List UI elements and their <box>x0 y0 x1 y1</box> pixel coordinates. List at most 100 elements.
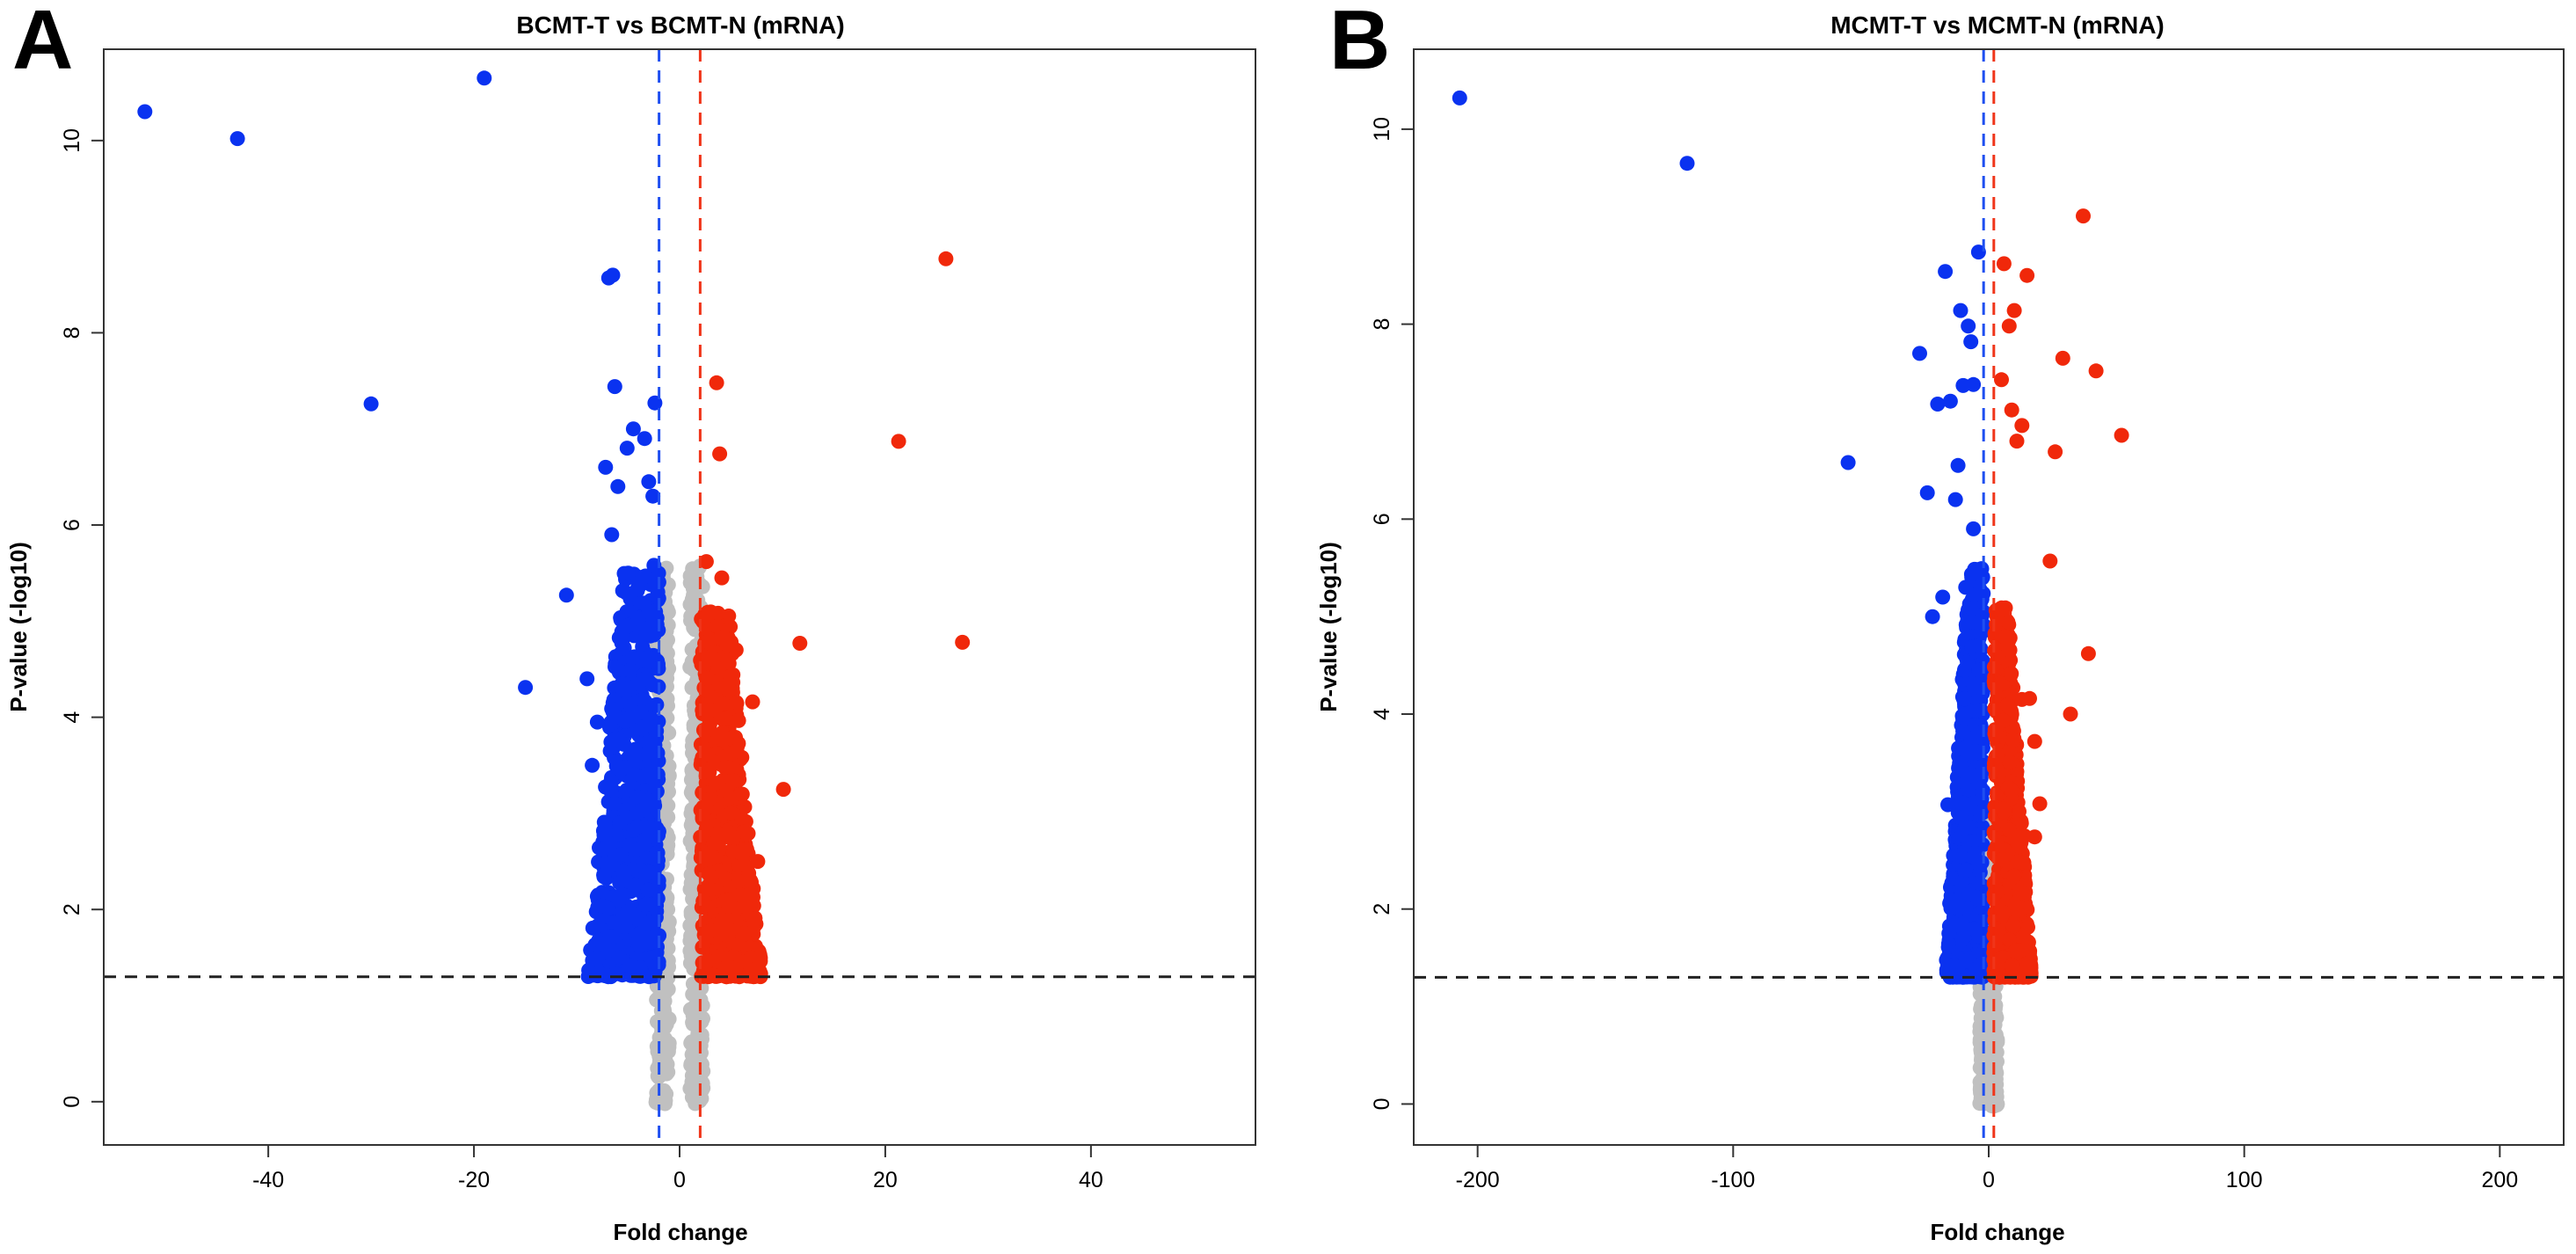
down-point <box>1680 156 1695 171</box>
down-point <box>559 587 574 602</box>
up-point <box>2027 734 2042 749</box>
up-point <box>2003 755 2018 769</box>
ns-point <box>651 1044 666 1059</box>
down-point <box>1951 458 1966 473</box>
up-point <box>2000 697 2015 712</box>
panel-b-plot-area: -200 -100 0 100 200 0 2 4 6 8 10 <box>1370 49 2564 1192</box>
down-point <box>621 565 636 580</box>
down-point <box>477 70 491 85</box>
panel-b: B MCMT-T vs MCMT-N (mRNA) Fold change P-… <box>1315 0 2564 1245</box>
ns-point <box>685 592 700 607</box>
down-point <box>1954 303 1968 318</box>
down-point <box>622 838 637 853</box>
up-point <box>724 806 739 820</box>
up-point <box>1996 713 2011 728</box>
down-point <box>604 528 619 543</box>
y-tick-label: 4 <box>1370 708 1394 720</box>
panel-b-y-axis-label: P-value (-log10) <box>1315 542 1342 712</box>
y-tick-label: 2 <box>1370 903 1394 915</box>
down-point <box>620 441 635 456</box>
panel-b-title: MCMT-T vs MCMT-N (mRNA) <box>1830 11 2165 39</box>
down-point <box>1960 782 1975 797</box>
up-point <box>702 791 717 806</box>
down-point <box>1968 846 1983 861</box>
down-point <box>612 950 627 965</box>
up-point <box>1995 852 2010 867</box>
down-point <box>626 421 641 436</box>
up-point <box>731 845 746 860</box>
down-point <box>1951 892 1966 907</box>
up-point <box>1996 801 2011 816</box>
down-point <box>585 758 600 773</box>
ns-point <box>695 1062 709 1077</box>
up-point <box>731 713 746 728</box>
down-point <box>1912 346 1927 361</box>
down-point <box>626 768 641 783</box>
up-point <box>776 782 791 797</box>
up-point <box>2089 363 2104 378</box>
down-point <box>590 715 605 730</box>
down-point <box>1961 318 1976 333</box>
ns-point <box>656 989 671 1004</box>
x-tick-label: 100 <box>2226 1168 2263 1192</box>
down-point <box>1935 590 1950 605</box>
down-point <box>617 714 632 729</box>
up-point <box>2033 797 2048 812</box>
up-point <box>2019 956 2034 971</box>
up-point <box>1996 905 2011 920</box>
up-point <box>735 787 750 802</box>
up-point <box>891 434 906 448</box>
down-point <box>612 733 627 747</box>
up-point <box>2006 918 2021 933</box>
up-point <box>729 695 744 710</box>
x-tick-label: -200 <box>1456 1168 1500 1192</box>
x-tick-label: -20 <box>458 1168 490 1192</box>
down-point <box>638 671 653 686</box>
y-tick-label: 0 <box>60 1096 84 1108</box>
panel-a-y-axis-label: P-value (-log10) <box>5 542 32 712</box>
down-point <box>643 711 658 725</box>
down-point <box>649 697 664 712</box>
up-point <box>1997 256 2012 271</box>
up-point <box>695 809 710 824</box>
up-point <box>700 671 715 686</box>
down-point <box>1930 397 1945 412</box>
down-point <box>1958 580 1973 594</box>
down-point <box>610 479 625 494</box>
panel-a-plot-area: -40 -20 0 20 400246810 <box>60 49 1255 1192</box>
down-point <box>594 898 609 913</box>
up-point <box>1994 372 2009 387</box>
y-tick-label: 4 <box>60 711 84 724</box>
down-point <box>1966 521 1981 536</box>
up-point <box>737 926 752 941</box>
down-point <box>642 793 657 808</box>
up-point <box>2005 733 2020 747</box>
down-point <box>619 619 634 634</box>
up-point <box>729 743 744 758</box>
down-point <box>640 767 655 782</box>
down-point <box>615 631 630 646</box>
down-point <box>1938 264 1953 279</box>
up-point <box>2013 900 2028 915</box>
x-tick-label: 40 <box>1079 1168 1103 1192</box>
down-point <box>1968 730 1983 745</box>
down-point <box>641 745 656 760</box>
down-point <box>1946 966 1961 981</box>
down-point <box>641 474 656 489</box>
y-tick-label: 6 <box>1370 513 1394 525</box>
down-point <box>615 681 629 696</box>
panel-b-letter: B <box>1329 0 1390 87</box>
down-point <box>1975 704 1990 718</box>
up-point <box>2056 351 2070 366</box>
down-point <box>590 951 605 966</box>
up-point <box>792 636 807 651</box>
y-tick-label: 8 <box>60 326 84 339</box>
up-point <box>2114 428 2129 443</box>
ns-point <box>659 1087 673 1102</box>
down-point <box>607 796 622 811</box>
x-tick-label: 0 <box>673 1168 686 1192</box>
up-point <box>2048 444 2063 459</box>
up-point <box>721 893 736 908</box>
down-point <box>1925 609 1940 624</box>
x-tick-label: 20 <box>873 1168 898 1192</box>
